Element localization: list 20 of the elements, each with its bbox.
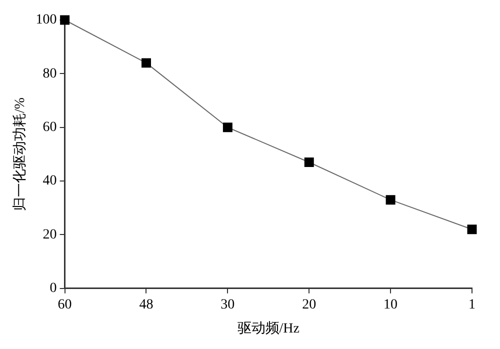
point [304, 158, 314, 167]
point [467, 224, 477, 234]
x-tick-label: 60 [58, 297, 72, 312]
x-tick-label: 20 [302, 297, 316, 312]
y-tick-label: 80 [42, 66, 57, 82]
y-tick-label: 40 [42, 174, 57, 189]
point [222, 122, 232, 132]
point [386, 195, 396, 205]
x-tick-label: 10 [384, 297, 398, 312]
y-tick-label: 100 [36, 12, 57, 28]
point [60, 15, 70, 25]
x-tick-label: 48 [139, 297, 154, 312]
y-tick-label: 0 [50, 281, 57, 296]
point [142, 58, 151, 68]
x-tick-label: 1 [468, 297, 476, 312]
x-tick-label: 30 [220, 297, 235, 312]
y-tick-label: 60 [42, 120, 57, 136]
y-tick-label: 20 [42, 227, 57, 242]
y-axis-title: 归一化驱动功耗/% [12, 97, 28, 211]
x-axis-title: 驱动频/Hz [237, 320, 300, 336]
